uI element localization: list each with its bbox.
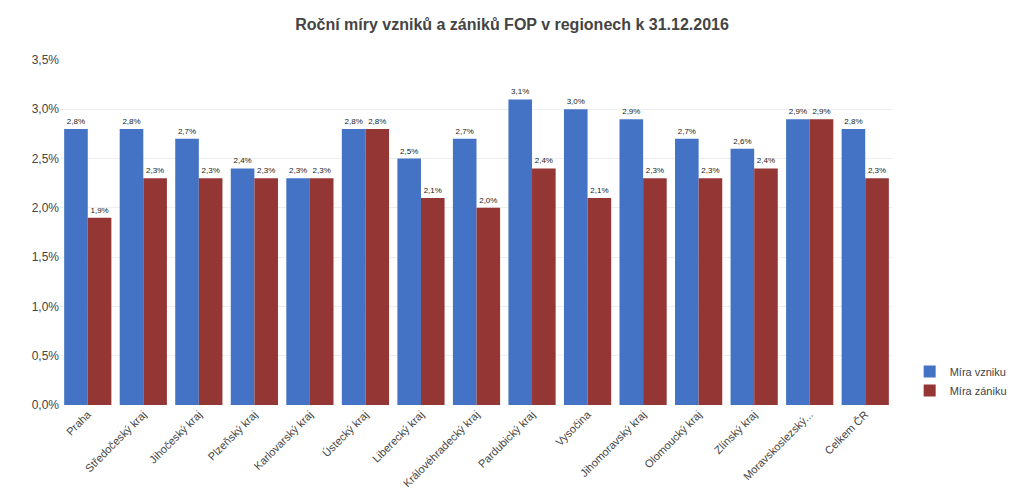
svg-text:Celkem ČR: Celkem ČR <box>822 408 870 456</box>
svg-text:2,3%: 2,3% <box>313 166 331 175</box>
svg-text:2,5%: 2,5% <box>400 147 418 156</box>
svg-text:2,3%: 2,3% <box>868 166 886 175</box>
svg-text:2,9%: 2,9% <box>622 107 640 116</box>
svg-text:2,8%: 2,8% <box>67 117 85 126</box>
svg-text:2,7%: 2,7% <box>178 127 196 136</box>
svg-text:1,0%: 1,0% <box>32 300 60 314</box>
svg-text:2,8%: 2,8% <box>844 117 862 126</box>
svg-text:2,3%: 2,3% <box>257 166 275 175</box>
svg-text:2,4%: 2,4% <box>233 156 251 165</box>
svg-text:1,9%: 1,9% <box>90 206 108 215</box>
svg-text:Královéhradecký kraj: Královéhradecký kraj <box>401 408 482 489</box>
svg-text:2,4%: 2,4% <box>535 156 553 165</box>
svg-text:Středočeský kraj: Středočeský kraj <box>83 408 149 474</box>
svg-text:Roční míry vzniků a zániků FOP: Roční míry vzniků a zániků FOP v regione… <box>295 16 729 33</box>
svg-text:2,1%: 2,1% <box>590 186 608 195</box>
svg-text:2,8%: 2,8% <box>368 117 386 126</box>
svg-text:Pardubický kraj: Pardubický kraj <box>476 408 538 470</box>
svg-text:2,3%: 2,3% <box>701 166 719 175</box>
svg-text:1,5%: 1,5% <box>32 250 60 264</box>
svg-text:2,8%: 2,8% <box>122 117 140 126</box>
svg-text:Jihomoravský kraj: Jihomoravský kraj <box>578 408 649 479</box>
svg-text:Zlínský kraj: Zlínský kraj <box>712 408 760 456</box>
svg-text:2,9%: 2,9% <box>812 107 830 116</box>
svg-text:Liberecký kraj: Liberecký kraj <box>370 408 426 464</box>
svg-text:2,1%: 2,1% <box>424 186 442 195</box>
svg-text:2,8%: 2,8% <box>345 117 363 126</box>
svg-text:3,5%: 3,5% <box>32 53 60 67</box>
svg-text:2,3%: 2,3% <box>289 166 307 175</box>
svg-text:2,3%: 2,3% <box>646 166 664 175</box>
svg-text:Praha: Praha <box>64 408 94 438</box>
svg-text:Míra zániku: Míra zániku <box>950 385 1007 397</box>
svg-text:2,5%: 2,5% <box>32 152 60 166</box>
svg-text:2,0%: 2,0% <box>479 196 497 205</box>
svg-text:2,6%: 2,6% <box>733 137 751 146</box>
svg-text:Moravskoslezský...: Moravskoslezský... <box>741 408 815 482</box>
svg-text:Ústecký kraj: Ústecký kraj <box>320 408 371 459</box>
svg-text:2,7%: 2,7% <box>678 127 696 136</box>
svg-text:2,3%: 2,3% <box>202 166 220 175</box>
svg-text:Míra vzniku: Míra vzniku <box>950 366 1006 378</box>
svg-text:0,5%: 0,5% <box>32 349 60 363</box>
svg-text:Plzeňský kraj: Plzeňský kraj <box>205 408 259 462</box>
svg-text:Jihočeský kraj: Jihočeský kraj <box>147 408 204 465</box>
svg-text:Olomoucký kraj: Olomoucký kraj <box>642 408 704 470</box>
svg-text:2,3%: 2,3% <box>146 166 164 175</box>
svg-text:3,0%: 3,0% <box>567 97 585 106</box>
svg-text:0,0%: 0,0% <box>32 398 60 412</box>
svg-text:Karlovarský kraj: Karlovarský kraj <box>251 408 315 472</box>
svg-text:Vysočina: Vysočina <box>553 408 593 448</box>
svg-text:2,0%: 2,0% <box>32 201 60 215</box>
svg-text:2,9%: 2,9% <box>789 107 807 116</box>
svg-text:3,1%: 3,1% <box>511 87 529 96</box>
svg-text:2,4%: 2,4% <box>757 156 775 165</box>
svg-text:3,0%: 3,0% <box>32 102 60 116</box>
svg-text:2,7%: 2,7% <box>456 127 474 136</box>
